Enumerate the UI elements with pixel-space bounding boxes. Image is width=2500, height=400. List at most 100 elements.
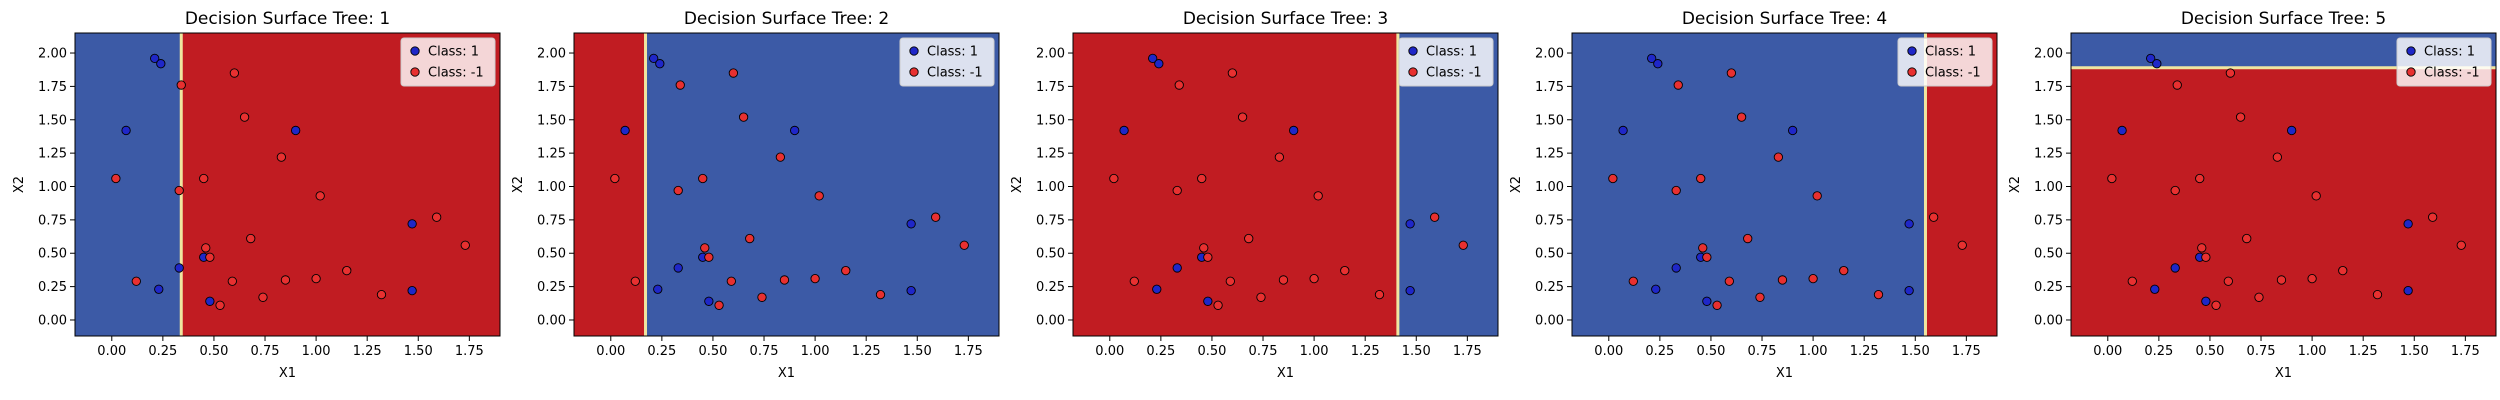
point-class-neg1	[1773, 152, 1784, 162]
point-class-neg1	[2276, 275, 2287, 285]
point-class-1	[2117, 125, 2127, 136]
point-class-1	[2201, 296, 2211, 306]
x-tick-label: 1.00	[2298, 344, 2327, 359]
x-tick-label: 0.25	[148, 344, 177, 359]
legend-label-class-1: Class: 1	[428, 45, 479, 60]
point-class-neg1	[1957, 240, 1967, 250]
data-points	[1109, 53, 1468, 310]
y-tick-label: 0.00	[1535, 313, 1564, 328]
point-class-neg1	[757, 292, 767, 302]
y-tick-label: 0.25	[2034, 280, 2063, 295]
x-tick-label: 1.75	[1952, 344, 1981, 359]
point-class-neg1	[2311, 191, 2321, 201]
x-tick-label: 1.00	[302, 344, 331, 359]
point-class-1	[1405, 285, 1415, 296]
point-class-neg1	[1698, 243, 1708, 253]
point-class-neg1	[1812, 191, 1822, 201]
legend-marker-class-1	[909, 46, 919, 56]
x-tick-label: 0.75	[1249, 344, 1278, 359]
point-class-1	[673, 263, 683, 273]
y-tick-label: 2.00	[38, 47, 67, 62]
point-class-neg1	[1244, 233, 1254, 244]
y-axis-label: X2	[1010, 176, 1025, 193]
point-class-1	[1203, 296, 1213, 306]
x-tick-label: 0.25	[1645, 344, 1674, 359]
x-tick-label: 0.50	[1696, 344, 1725, 359]
y-tick-label: 2.00	[1036, 47, 1065, 62]
point-class-neg1	[227, 276, 237, 286]
legend-label-class-1: Class: 1	[1426, 45, 1477, 60]
legend-label-class-neg1: Class: -1	[428, 66, 484, 81]
point-class-1	[291, 125, 301, 136]
point-class-neg1	[239, 112, 250, 122]
y-tick-label: 1.25	[38, 147, 67, 162]
point-class-neg1	[1203, 252, 1213, 262]
decision-regions	[1572, 33, 1997, 336]
point-class-neg1	[698, 173, 708, 184]
point-class-1	[1647, 53, 1657, 64]
legend: Class: 1 Class: -1	[2396, 37, 2492, 87]
y-tick-label: 0.75	[2034, 213, 2063, 228]
point-class-neg1	[1237, 112, 1248, 122]
point-class-1	[704, 296, 714, 306]
x-tick-label: 1.25	[852, 344, 881, 359]
legend-marker-class-neg1	[909, 67, 919, 77]
y-tick-label: 1.25	[1036, 147, 1065, 162]
x-tick-label: 1.75	[954, 344, 983, 359]
point-class-neg1	[176, 80, 186, 90]
x-tick-label: 0.00	[1594, 344, 1623, 359]
point-class-neg1	[280, 275, 291, 285]
legend-label-class-1: Class: 1	[1925, 45, 1976, 60]
x-tick-label: 1.75	[1453, 344, 1482, 359]
point-class-neg1	[1702, 252, 1712, 262]
point-class-1	[1904, 285, 1914, 296]
y-tick-label: 1.50	[38, 113, 67, 128]
point-class-1	[2170, 263, 2180, 273]
point-class-neg1	[2254, 292, 2264, 302]
point-class-neg1	[2225, 68, 2236, 78]
y-tick-label: 0.25	[537, 280, 566, 295]
data-points	[2107, 53, 2466, 310]
point-class-neg1	[1458, 240, 1468, 250]
point-class-1	[906, 219, 916, 229]
point-class-neg1	[1724, 276, 1734, 286]
point-class-1	[407, 285, 417, 296]
point-class-neg1	[1256, 292, 1266, 302]
point-class-neg1	[1839, 265, 1849, 276]
point-class-1	[121, 125, 131, 136]
x-tick-label: 1.00	[1300, 344, 1329, 359]
point-class-neg1	[1726, 68, 1737, 78]
point-class-neg1	[931, 212, 941, 222]
decision-regions	[2071, 33, 2496, 336]
point-class-neg1	[1174, 80, 1184, 90]
data-points	[1608, 53, 1967, 310]
point-class-neg1	[2172, 80, 2182, 90]
x-tick-label: 1.00	[1799, 344, 1828, 359]
legend-label-class-neg1: Class: -1	[1925, 66, 1981, 81]
point-class-neg1	[1608, 173, 1618, 184]
point-class-1	[1653, 59, 1663, 69]
x-tick-label: 1.50	[903, 344, 932, 359]
point-class-neg1	[432, 212, 442, 222]
point-class-neg1	[376, 289, 387, 300]
point-class-neg1	[131, 276, 141, 286]
plot-frame	[1571, 32, 1998, 337]
y-tick-label: 1.75	[38, 80, 67, 95]
point-class-1	[205, 296, 215, 306]
point-class-neg1	[675, 80, 685, 90]
x-tick-label: 1.50	[1402, 344, 1431, 359]
legend-label-class-1: Class: 1	[927, 45, 978, 60]
x-tick-label: 0.50	[698, 344, 727, 359]
point-class-1	[1671, 263, 1681, 273]
y-tick-label: 0.75	[537, 213, 566, 228]
point-class-neg1	[1129, 276, 1139, 286]
point-class-neg1	[2223, 276, 2233, 286]
x-tick-label: 1.75	[455, 344, 484, 359]
chart-panel-3: 0.00 0.25 0.50 0.75 1.00 1.25 1.50 1.75 0.00 0.25…	[1010, 9, 1499, 381]
point-class-neg1	[199, 173, 209, 184]
legend-marker-class-neg1	[410, 67, 420, 77]
point-class-neg1	[342, 265, 352, 276]
y-tick-label: 1.75	[1535, 80, 1564, 95]
point-class-neg1	[1340, 265, 1350, 276]
